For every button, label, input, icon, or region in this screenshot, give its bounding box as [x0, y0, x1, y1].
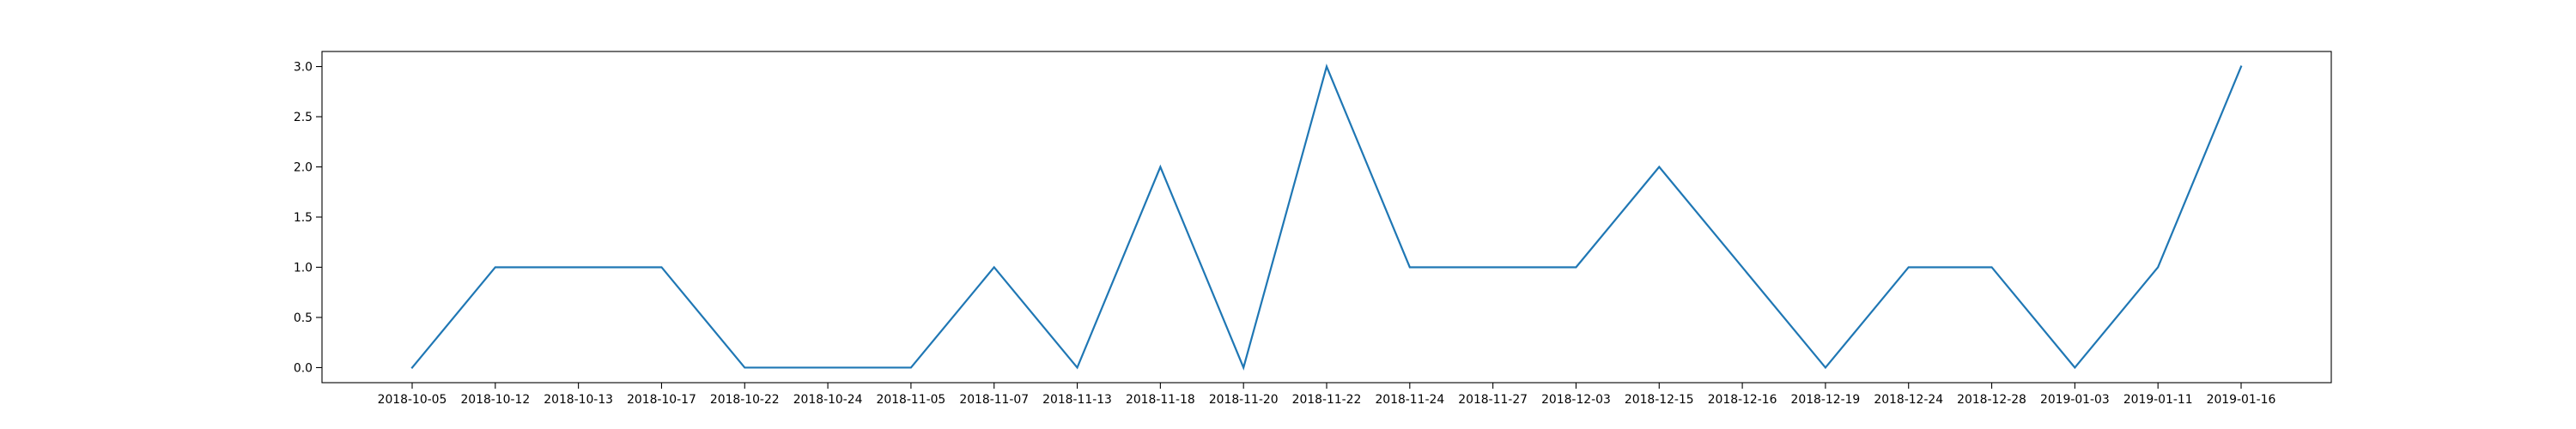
x-tick-label: 2018-11-27 [1458, 393, 1528, 407]
x-tick-label: 2018-11-18 [1126, 393, 1195, 407]
x-tick-label: 2018-11-05 [877, 393, 946, 407]
x-tick-label: 2018-10-12 [460, 393, 530, 407]
x-tick-label: 2018-11-24 [1375, 393, 1444, 407]
x-tick-label: 2018-12-19 [1791, 393, 1861, 407]
x-tick-label: 2019-01-11 [2123, 393, 2193, 407]
x-tick-label: 2018-10-24 [793, 393, 863, 407]
series-line [410, 63, 2243, 371]
y-tick-label: 1.5 [294, 211, 313, 225]
x-tick-label: 2018-10-05 [378, 393, 447, 407]
x-tick-label: 2018-12-03 [1541, 393, 1611, 407]
x-tick-label: 2019-01-03 [2040, 393, 2110, 407]
y-tick-label: 3.0 [294, 61, 313, 75]
y-tick-label: 2.0 [294, 161, 313, 175]
x-tick-label: 2018-10-17 [627, 393, 696, 407]
x-tick-label: 2018-12-15 [1625, 393, 1694, 407]
x-tick-label: 2018-12-24 [1874, 393, 1943, 407]
x-tick-label: 2018-11-07 [959, 393, 1029, 407]
x-tick-label: 2018-12-28 [1957, 393, 2026, 407]
x-tick-label: 2018-11-13 [1042, 393, 1112, 407]
x-tick-label: 2018-10-22 [710, 393, 780, 407]
y-tick-label: 1.0 [294, 261, 313, 275]
x-tick-label: 2018-10-13 [544, 393, 613, 407]
y-tick-label: 2.5 [294, 111, 313, 124]
x-tick-label: 2019-01-16 [2207, 393, 2276, 407]
plot-area: 0.0 0.5 1.0 1.5 2.0 2.5 3.0 2018-10-05 2018-10-1… [294, 51, 2332, 407]
y-tick-label: 0.5 [294, 311, 313, 325]
x-tick-label: 2018-12-16 [1708, 393, 1777, 407]
y-tick-label: 0.0 [294, 361, 313, 375]
x-tick-label: 2018-11-22 [1292, 393, 1362, 407]
x-tick-label: 2018-11-20 [1209, 393, 1279, 407]
